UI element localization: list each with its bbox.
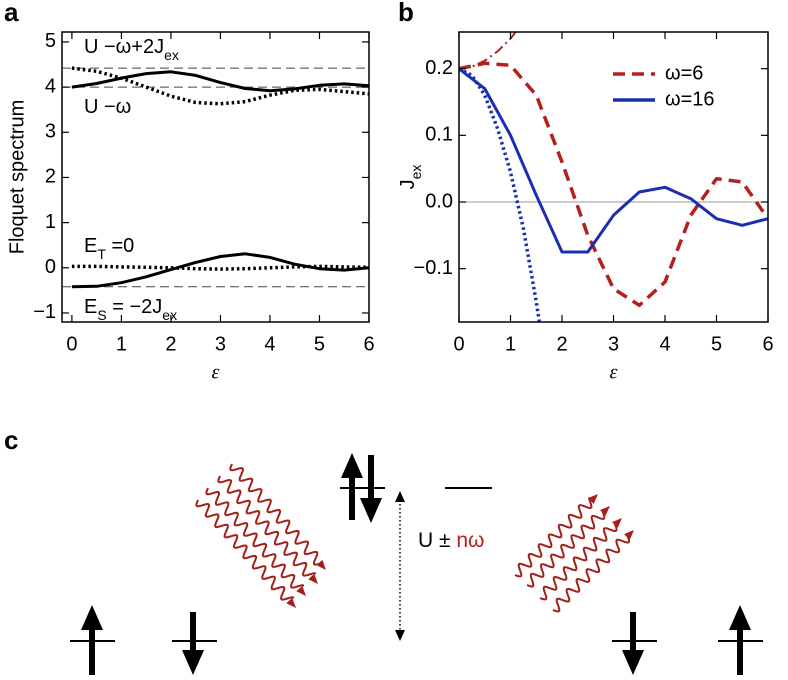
text-part: ex: [408, 165, 424, 180]
series-line: [71, 264, 369, 271]
text-part: ex: [164, 47, 179, 63]
series-line: [459, 67, 768, 254]
annotation: U −ω+2Jex: [84, 36, 179, 62]
y-tick-label: 0.0: [425, 190, 453, 212]
y-tick-label: 0: [45, 256, 56, 278]
text-part: ex: [162, 307, 177, 323]
y-tick-label: 1: [45, 211, 56, 233]
photon: [552, 535, 630, 613]
x-tick-label: 6: [762, 333, 773, 355]
x-axis-label: ε: [610, 362, 618, 384]
photon-head: [588, 494, 598, 504]
text-part: nω: [456, 529, 484, 552]
annotation: U −ω: [84, 96, 131, 118]
photon-head: [599, 506, 610, 516]
text-part: S: [97, 307, 106, 323]
photon: [229, 463, 321, 566]
panel-label: a: [4, 0, 19, 27]
arrow-head: [360, 498, 382, 523]
photon: [217, 475, 317, 577]
photon: [195, 499, 295, 601]
series-line: [459, 32, 517, 70]
series-line: [71, 70, 369, 93]
text-part: E: [84, 235, 97, 257]
x-tick-label: 5: [711, 333, 722, 355]
y-tick-label: 4: [45, 75, 56, 97]
series-line: [459, 61, 768, 308]
arrow-head: [182, 650, 204, 675]
x-tick-label: 5: [314, 333, 325, 355]
legend-label: ω=6: [665, 62, 703, 84]
x-tick-label: 4: [659, 333, 670, 355]
text-part: E: [84, 296, 97, 318]
x-tick-label: 4: [264, 333, 275, 355]
x-tick-label: 0: [66, 333, 77, 355]
arrow-head: [81, 605, 103, 630]
annotation: ET =0: [84, 235, 134, 261]
y-tick-label: 0.2: [425, 57, 453, 79]
text-part: U ±: [418, 529, 456, 552]
photon-head: [296, 585, 306, 596]
photon-head: [286, 597, 296, 608]
y-tick-label: −1: [33, 301, 56, 323]
x-tick-label: 6: [363, 333, 374, 355]
y-axis-label: Floquet spectrum: [6, 100, 28, 255]
y-axis-label: Jex: [397, 165, 423, 190]
annotation: ES = −2Jex: [84, 296, 177, 322]
panel-label: c: [4, 425, 18, 455]
y-tick-label: 2: [45, 166, 56, 188]
x-tick-label: 2: [556, 333, 567, 355]
arrow-head: [622, 650, 644, 675]
spin-diagram: [70, 453, 763, 675]
text-part: =0: [106, 235, 134, 257]
photon-head: [624, 530, 634, 540]
x-axis-label: ε: [212, 362, 220, 384]
text-part: U −ω+2J: [84, 36, 164, 58]
arrow-head: [395, 630, 405, 641]
series-line: [71, 252, 369, 289]
panel-label: b: [398, 0, 414, 27]
plot-area: [62, 66, 369, 289]
series-line: [459, 67, 542, 322]
series-line: [71, 66, 369, 106]
y-tick-label: 5: [45, 30, 56, 52]
photon: [539, 522, 618, 601]
photon: [205, 487, 305, 589]
x-tick-label: 1: [505, 333, 516, 355]
photon-head: [612, 518, 622, 528]
text-part: T: [97, 246, 106, 262]
x-tick-label: 2: [165, 333, 176, 355]
text-part: U −ω: [84, 96, 131, 118]
plot-frame: [61, 31, 370, 323]
x-tick-label: 1: [116, 333, 127, 355]
arrow-head: [395, 491, 405, 502]
arrow-head: [341, 453, 363, 478]
x-tick-label: 0: [453, 333, 464, 355]
photon: [514, 497, 593, 578]
photon-head: [316, 559, 326, 570]
y-tick-label: −0.1: [414, 257, 453, 279]
legend-label: ω=16: [665, 88, 715, 110]
photon: [526, 509, 606, 588]
text-part: J: [397, 179, 419, 189]
arrow-head: [729, 605, 751, 630]
x-tick-label: 3: [215, 333, 226, 355]
energy-label: U ± nω: [418, 529, 484, 552]
text-part: = −2J: [107, 296, 163, 318]
photon-head: [308, 573, 318, 584]
y-tick-label: 0.1: [425, 124, 453, 146]
x-tick-label: 3: [608, 333, 619, 355]
plot-area: [459, 32, 768, 322]
y-tick-label: 3: [45, 121, 56, 143]
